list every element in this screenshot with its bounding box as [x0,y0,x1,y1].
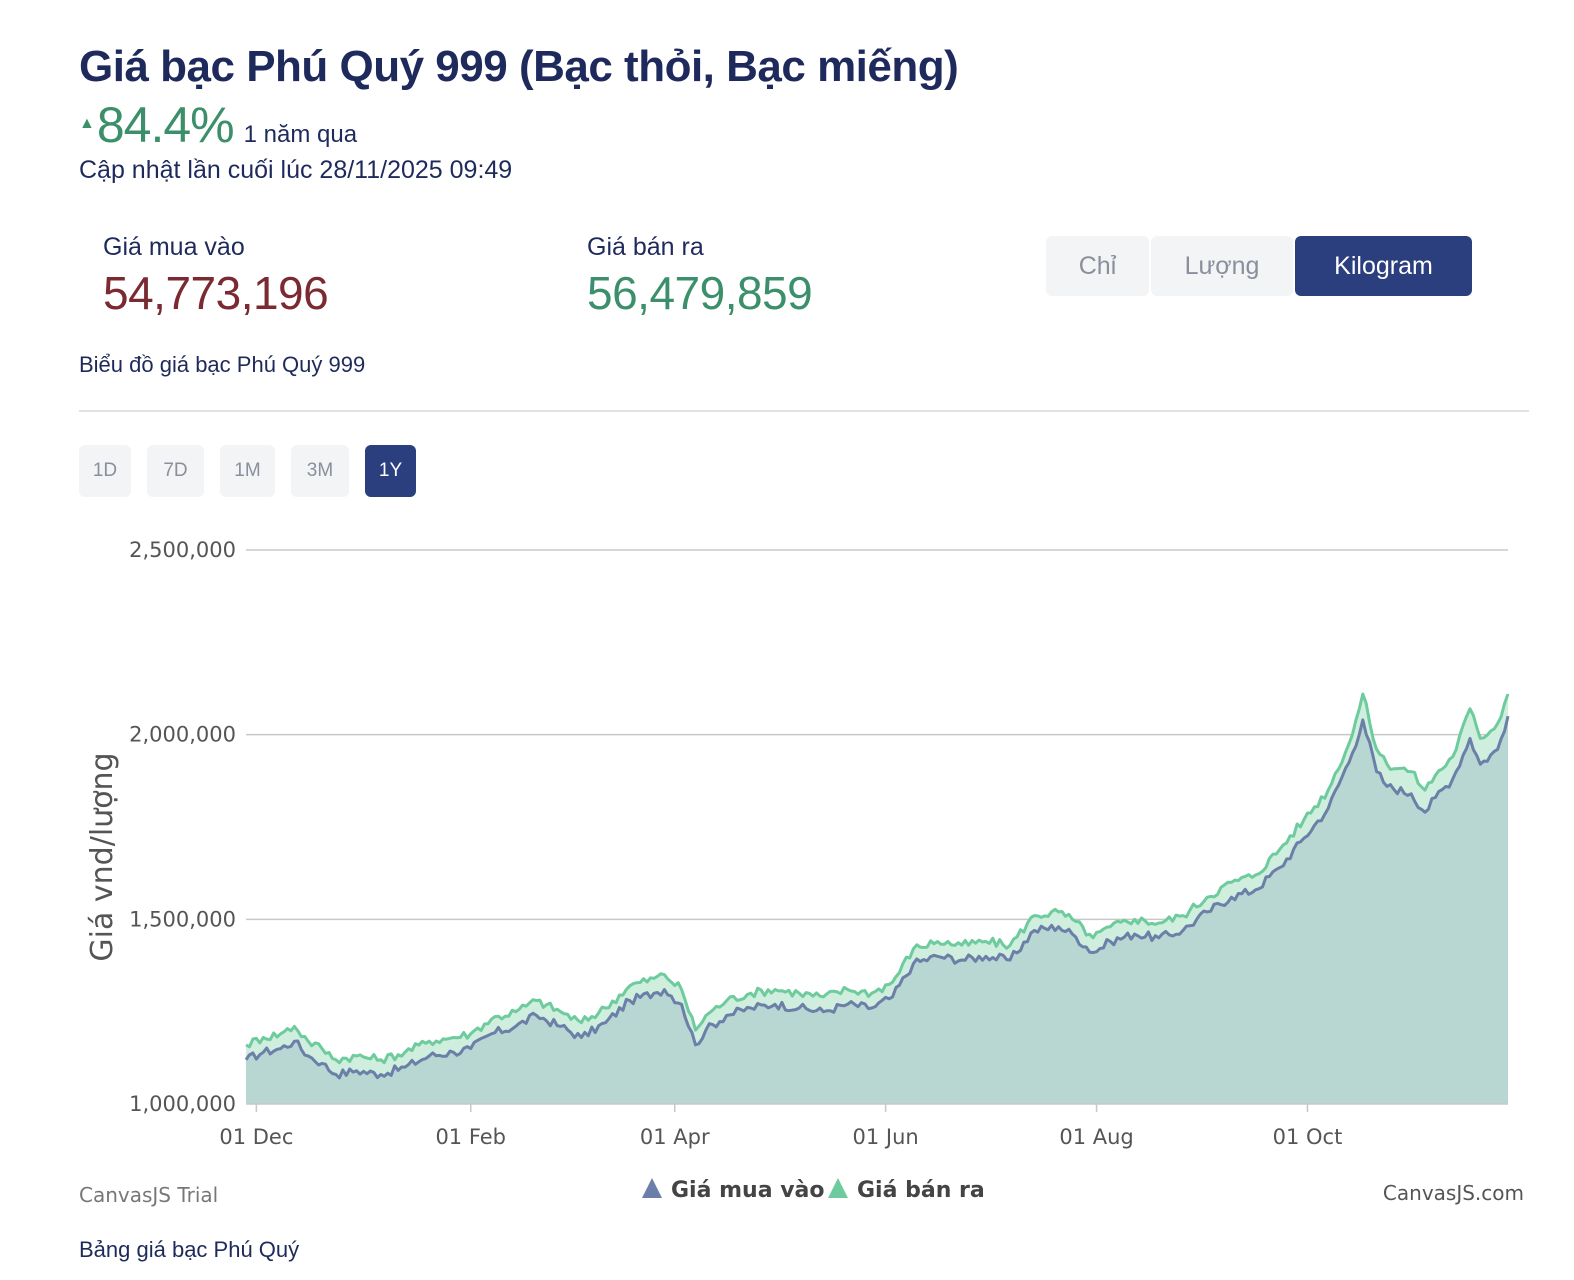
legend-marker-buy-icon [642,1178,662,1198]
tab-kilogram[interactable]: Kilogram [1295,236,1472,296]
x-tick-label: 01 Oct [1273,1125,1343,1149]
tab-luong[interactable]: Lượng [1151,236,1293,296]
y-tick-label: 1,500,000 [129,907,236,931]
change-period: 1 năm qua [243,121,358,148]
credit-right[interactable]: CanvasJS.com [1383,1181,1524,1205]
price-change: ▲ 84.4% 1 năm qua [79,96,357,154]
series-line-buy [244,715,1510,1080]
range-tab-1y[interactable]: 1Y [365,445,416,497]
x-tick-label: 01 Aug [1059,1125,1133,1149]
y-tick-label: 2,000,000 [129,723,236,747]
sell-price-label: Giá bán ra [587,233,704,261]
chart-section-title: Biểu đồ giá bạc Phú Quý 999 [79,352,366,377]
range-tab-3m[interactable]: 3M [291,445,349,497]
tab-chi[interactable]: Chỉ [1046,236,1149,296]
x-tick-label: 01 Dec [219,1125,293,1149]
chart-axes: 1,000,000 1,500,000 2,000,000 2,500,000 01 D… [129,538,1508,1149]
legend-marker-sell-icon [828,1178,848,1198]
y-tick-label: 2,500,000 [129,538,236,562]
range-tab-7d[interactable]: 7D [147,445,204,497]
x-tick-label: 01 Apr [640,1125,710,1149]
sell-price-value: 56,479,859 [587,267,813,319]
triangle-up-icon: ▲ [79,115,95,132]
area-buy [246,716,1508,1104]
chart-lines [244,692,1510,1080]
buy-price-label: Giá mua vào [103,233,245,261]
x-tick-label: 01 Jun [853,1125,919,1149]
credit-left: CanvasJS Trial [79,1183,218,1207]
series-line-sell [245,692,1510,1065]
last-updated: Cập nhật lần cuối lúc 28/11/2025 09:49 [79,156,513,184]
buy-price-value: 54,773,196 [103,267,329,319]
price-table-title: Bảng giá bạc Phú Quý [79,1237,300,1262]
x-tick-label: 01 Feb [435,1125,506,1149]
page-title: Giá bạc Phú Quý 999 (Bạc thỏi, Bạc miếng… [79,42,959,91]
range-tab-1d[interactable]: 1D [79,445,131,497]
y-axis-label: Giá vnd/lượng [85,752,120,961]
range-tab-1m[interactable]: 1M [220,445,275,497]
range-tabs: 1D 7D 1M 3M 1Y [79,445,432,497]
divider [79,410,1529,412]
unit-tabs: Chỉ Lượng Kilogram [1046,236,1472,296]
price-chart: 1,000,000 1,500,000 2,000,000 2,500,000 01 D… [79,538,1524,1207]
legend-label: Giá bán ra [857,1178,985,1203]
chart-areas [246,694,1508,1104]
y-tick-label: 1,000,000 [129,1092,236,1116]
legend-label: Giá mua vào [671,1178,825,1203]
chart-legend: Giá mua vào Giá bán ra [642,1178,985,1203]
change-percent: 84.4% [96,97,235,153]
